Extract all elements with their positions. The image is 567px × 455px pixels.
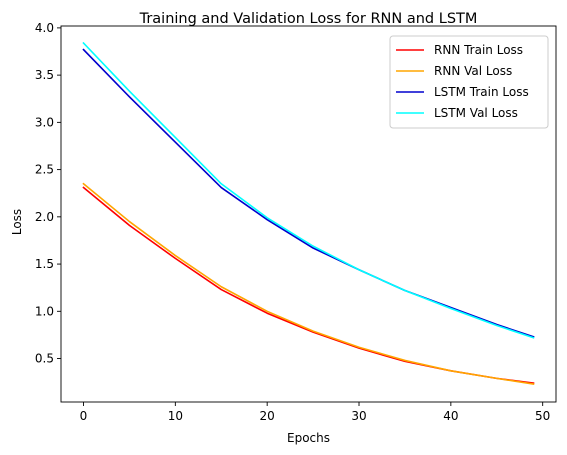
plot-area — [60, 25, 557, 403]
legend-label-0: RNN Train Loss — [434, 43, 523, 57]
x-tick-label-2: 20 — [260, 409, 275, 423]
legend-label-3: LSTM Val Loss — [434, 106, 518, 120]
x-tick-label-0: 0 — [80, 409, 88, 423]
x-tick-label-4: 40 — [443, 409, 458, 423]
x-axis-label: Epochs — [287, 431, 330, 445]
legend: RNN Train Loss RNN Val Loss LSTM Train Los… — [389, 35, 549, 129]
legend-box — [389, 35, 549, 129]
y-tick-label-0: 0.5 — [35, 352, 54, 366]
x-axis: 0 10 20 30 40 50 — [80, 402, 550, 423]
y-tick-label-5: 3.0 — [35, 115, 54, 129]
y-tick-label-1: 1.0 — [35, 304, 54, 318]
series-line-0 — [82, 186, 535, 385]
x-tick-label-3: 30 — [351, 409, 366, 423]
series-line-1 — [82, 182, 535, 385]
y-tick-label-2: 1.5 — [35, 257, 54, 271]
legend-label-1: RNN Val Loss — [434, 64, 512, 78]
x-tick-label-1: 10 — [168, 409, 183, 423]
y-tick-label-6: 3.5 — [35, 68, 54, 82]
y-tick-label-4: 2.5 — [35, 163, 54, 177]
y-tick-label-3: 2.0 — [35, 210, 54, 224]
series-line-3 — [82, 41, 535, 339]
y-axis-label: Loss — [10, 209, 24, 235]
y-tick-label-7: 4.0 — [35, 21, 54, 35]
series-line-2 — [82, 48, 535, 338]
plot-frame — [60, 25, 557, 403]
chart-title: Training and Validation Loss for RNN and… — [139, 11, 478, 27]
x-tick-label-5: 50 — [535, 409, 550, 423]
legend-label-2: LSTM Train Loss — [434, 85, 529, 99]
y-axis: 0.5 1.0 1.5 2.0 2.5 3.0 3.5 4.0 — [35, 21, 61, 366]
